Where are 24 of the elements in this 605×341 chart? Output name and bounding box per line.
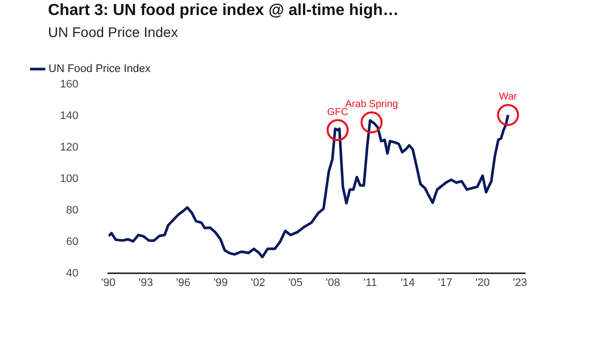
y-tick-label: 140	[60, 110, 78, 122]
x-tick-label: '05	[288, 277, 303, 290]
x-tick-label: '90	[101, 277, 116, 290]
x-tick-label: '14	[400, 277, 415, 290]
y-tick-label: 160	[60, 78, 78, 91]
chart-subtitle: UN Food Price Index	[48, 24, 178, 40]
y-tick-label: 80	[66, 204, 78, 216]
y-tick-label: 100	[60, 173, 78, 186]
y-tick-label: 60	[66, 236, 78, 248]
y-tick-label: 120	[60, 142, 78, 154]
annotation: War	[499, 92, 518, 103]
x-tick-label: '02	[250, 277, 266, 290]
x-tick-label: '96	[176, 277, 190, 290]
x-tick-label: '23	[512, 277, 528, 290]
chart-title: Chart 3: UN food price index @ all-time high…	[48, 2, 399, 20]
y-tick-label: 40	[66, 267, 78, 280]
x-tick-label: '17	[438, 277, 452, 290]
x-tick-label: '20	[475, 277, 490, 290]
legend-label: UN Food Price Index	[48, 63, 152, 76]
x-tick-label: '08	[326, 277, 340, 290]
x-tick-label: '11	[364, 277, 378, 290]
annotation: GFC	[327, 106, 348, 118]
x-tick-label: '99	[213, 277, 228, 290]
x-tick-label: '93	[138, 277, 153, 290]
